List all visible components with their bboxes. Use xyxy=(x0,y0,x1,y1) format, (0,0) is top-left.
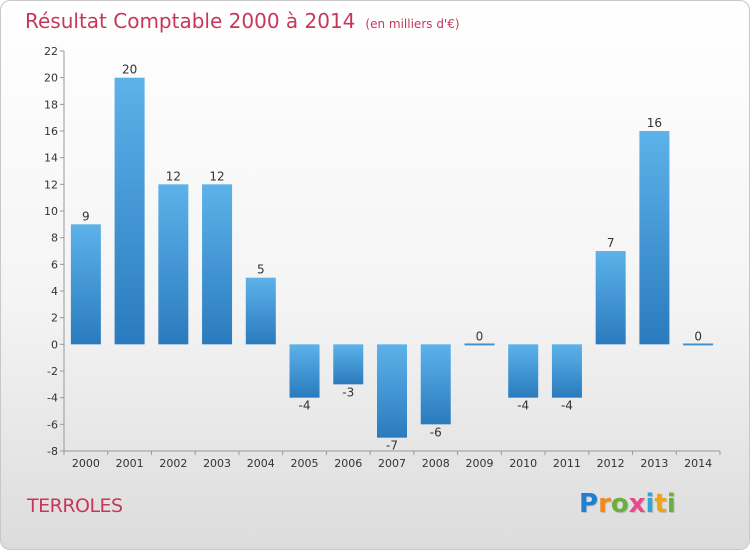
y-tick-label: 22 xyxy=(44,45,58,58)
x-tick-label: 2009 xyxy=(465,457,493,470)
data-label: 7 xyxy=(607,236,615,250)
x-tick-label: 2005 xyxy=(291,457,319,470)
y-tick-label: 6 xyxy=(51,258,58,271)
logo-letter: r xyxy=(598,489,611,519)
data-label: 12 xyxy=(166,169,181,183)
data-label: 20 xyxy=(122,63,137,77)
data-label: -4 xyxy=(561,399,573,413)
data-label: 5 xyxy=(257,263,265,277)
x-tick-label: 2014 xyxy=(684,457,712,470)
bar xyxy=(639,131,670,345)
value-labels: 9 20 12 12 5 -4 -3 -7 -6 0 -4 -4 7 16 0 xyxy=(82,63,702,453)
y-tick-label: 16 xyxy=(44,125,58,138)
x-tick-label: 2003 xyxy=(203,457,231,470)
x-tick-label: 2008 xyxy=(422,457,450,470)
x-axis: 2000 2001 2002 2003 2004 2005 2006 2007 2008 2009… xyxy=(63,450,721,470)
y-tick-label: 20 xyxy=(44,72,58,85)
bar xyxy=(377,344,407,438)
y-tick-label: -2 xyxy=(47,365,58,378)
data-label: -7 xyxy=(386,439,398,453)
logo-letter: i xyxy=(645,489,655,519)
logo-letter: t xyxy=(654,489,667,519)
y-tick-label: 10 xyxy=(44,205,58,218)
bar xyxy=(202,184,233,345)
bars xyxy=(70,77,714,438)
y-tick-label: 4 xyxy=(51,285,58,298)
logo-letter: x xyxy=(628,489,646,519)
bar xyxy=(464,343,495,346)
x-tick-label: 2000 xyxy=(72,457,100,470)
chart-title: Résultat Comptable 2000 à 2014 (en millie… xyxy=(25,9,460,33)
data-label: 12 xyxy=(209,169,224,183)
y-tick-label: 8 xyxy=(51,232,58,245)
x-tick-label: 2007 xyxy=(378,457,406,470)
y-axis: -8 -6 -4 -2 0 2 4 6 8 10 12 14 16 18 20 22 xyxy=(44,45,65,458)
data-label: 16 xyxy=(647,116,662,130)
chart-title-text: Résultat Comptable 2000 à 2014 xyxy=(25,9,356,33)
logo-letter: o xyxy=(610,489,629,519)
y-tick-label: 18 xyxy=(44,98,58,111)
bar xyxy=(70,224,101,345)
commune-name: TERROLES xyxy=(27,495,123,517)
data-label: 9 xyxy=(82,209,90,223)
data-label: -3 xyxy=(342,385,354,399)
data-label: -6 xyxy=(430,425,442,439)
x-tick-label: 2013 xyxy=(640,457,668,470)
y-tick-label: -6 xyxy=(47,418,58,431)
bar xyxy=(158,184,189,345)
x-tick-label: 2012 xyxy=(597,457,625,470)
y-tick-label: 0 xyxy=(51,338,58,351)
logo-letter: P xyxy=(579,489,599,519)
bar xyxy=(551,344,582,398)
y-tick-label: 12 xyxy=(44,178,58,191)
y-tick-label: -8 xyxy=(47,445,58,458)
chart-unit: (en milliers d'€) xyxy=(365,17,460,31)
data-label: -4 xyxy=(517,399,529,413)
bar xyxy=(508,344,539,398)
x-tick-label: 2002 xyxy=(159,457,187,470)
bar xyxy=(333,344,364,385)
proxiti-logo[interactable]: Proxiti xyxy=(579,489,676,519)
x-tick-label: 2001 xyxy=(116,457,144,470)
x-tick-label: 2011 xyxy=(553,457,581,470)
bar xyxy=(245,277,276,345)
y-tick-label: 2 xyxy=(51,312,58,325)
y-tick-label: -4 xyxy=(47,392,58,405)
x-tick-label: 2010 xyxy=(509,457,537,470)
data-label: 0 xyxy=(476,329,484,343)
bar xyxy=(420,344,451,425)
x-tick-label: 2004 xyxy=(247,457,275,470)
x-tick-label: 2006 xyxy=(334,457,362,470)
bar xyxy=(595,251,626,345)
data-label: 0 xyxy=(694,329,702,343)
data-label: -4 xyxy=(299,399,311,413)
bar xyxy=(289,344,320,398)
y-tick-label: 14 xyxy=(44,152,58,165)
logo-letter: i xyxy=(666,489,676,519)
bar xyxy=(683,343,714,346)
bar xyxy=(114,77,145,345)
